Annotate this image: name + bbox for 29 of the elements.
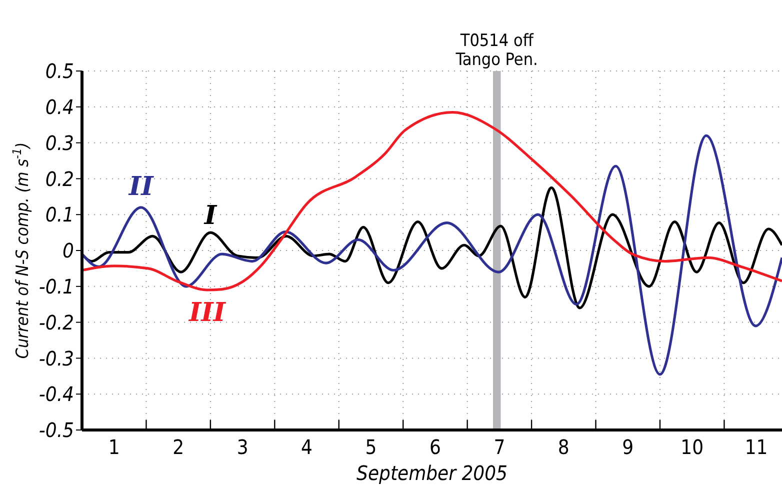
x-tick-label: 1 <box>108 435 120 459</box>
x-axis-title: September 2005 <box>356 461 508 485</box>
band-label: T0514 off Tango Pen. <box>454 31 538 70</box>
x-tick-label: 9 <box>622 435 634 459</box>
x-tick-label: 11 <box>744 435 768 459</box>
x-tick-label: 5 <box>365 435 377 459</box>
x-tick-label: 6 <box>429 435 441 459</box>
y-tick-label: 0.1 <box>45 202 74 227</box>
y-tick-label: 0.5 <box>45 59 74 84</box>
x-tick-label: 10 <box>680 435 704 459</box>
x-tick-label: 2 <box>172 435 184 459</box>
y-tick-label: -0.1 <box>38 274 74 298</box>
line-series <box>82 110 782 292</box>
y-tick-label: 0.2 <box>45 166 74 191</box>
y-tick-label: 0 <box>62 238 74 263</box>
y-tick-label: 0.3 <box>45 130 74 155</box>
y-tick-label: -0.4 <box>38 382 74 406</box>
y-tick-label: -0.5 <box>38 418 74 442</box>
y-tick-label: -0.3 <box>38 346 74 370</box>
x-tick-label: 8 <box>558 435 570 459</box>
series-label: III <box>188 298 226 328</box>
x-tick-label: 3 <box>236 435 248 459</box>
y-tick-label: 0.4 <box>45 95 74 119</box>
y-tick-label: -0.2 <box>38 310 74 334</box>
series-label: II <box>128 172 154 202</box>
x-tick-label: 7 <box>494 435 506 459</box>
series-label: I <box>203 200 218 231</box>
line-series <box>82 134 782 376</box>
x-tick-label: 4 <box>301 435 312 459</box>
